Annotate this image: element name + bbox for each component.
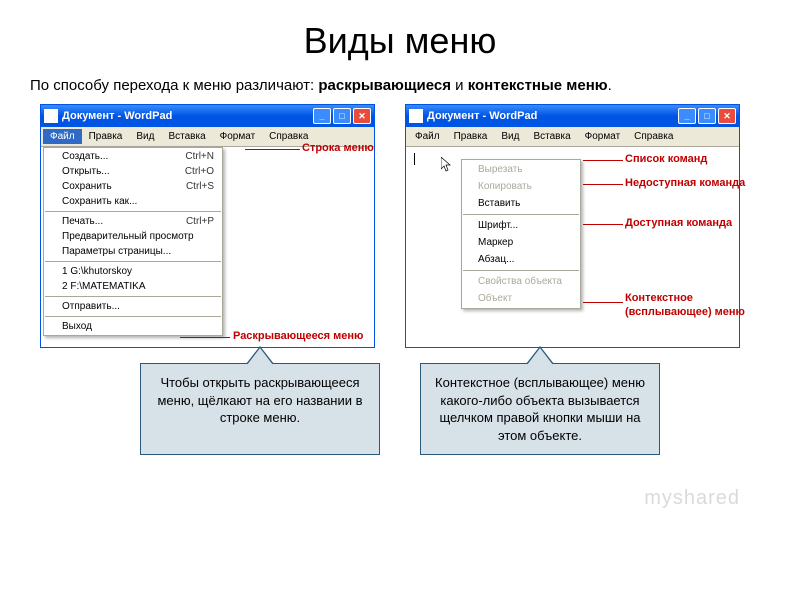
- window2-title: Документ - WordPad: [427, 110, 678, 122]
- dd-item-exit[interactable]: Выход: [44, 319, 222, 334]
- text-caret: [414, 153, 415, 165]
- window2-container: Документ - WordPad _ □ ✕ Файл Правка Вид…: [405, 104, 740, 348]
- callout-menubar: Строка меню: [302, 142, 374, 154]
- subtitle-bold1: раскрывающиеся: [318, 77, 451, 94]
- menubar-item-help[interactable]: Справка: [627, 129, 680, 144]
- callout-line-list: [583, 160, 623, 161]
- callout-line-disabled: [583, 184, 623, 185]
- dd-item-preview[interactable]: Предварительный просмотр: [44, 229, 222, 244]
- callout-disabled: Недоступная команда: [625, 177, 745, 189]
- window2-titlebar[interactable]: Документ - WordPad _ □ ✕: [406, 105, 739, 127]
- info-box-dropdown: Чтобы открыть раскрывающееся меню, щёлка…: [140, 363, 380, 455]
- dd-item-send[interactable]: Отправить...: [44, 299, 222, 314]
- ctx-item-obj-props: Свойства объекта: [462, 273, 580, 290]
- maximize-button[interactable]: □: [333, 108, 351, 124]
- menubar-item-edit[interactable]: Правка: [82, 129, 130, 144]
- window1-titlebar[interactable]: Документ - WordPad _ □ ✕: [41, 105, 374, 127]
- menubar-item-edit[interactable]: Правка: [447, 129, 495, 144]
- cursor-icon: [441, 157, 453, 173]
- info-boxes-row: Чтобы открыть раскрывающееся меню, щёлка…: [0, 348, 800, 455]
- file-dropdown: Создать...Ctrl+N Открыть...Ctrl+O Сохран…: [43, 147, 223, 336]
- window1: Документ - WordPad _ □ ✕ Файл Правка Вид…: [40, 104, 375, 348]
- subtitle-prefix: По способу перехода к меню различают:: [30, 77, 318, 94]
- dd-item-print[interactable]: Печать...Ctrl+P: [44, 214, 222, 229]
- dd-separator: [45, 211, 221, 212]
- subtitle-bold2: контекстные меню: [468, 77, 608, 94]
- callout-line-menubar: [245, 149, 300, 150]
- wordpad-icon: [409, 109, 423, 123]
- window2-controls: _ □ ✕: [678, 108, 736, 124]
- context-menu: Вырезать Копировать Вставить Шрифт... Ма…: [461, 159, 581, 309]
- dd-item-page-setup[interactable]: Параметры страницы...: [44, 244, 222, 259]
- wordpad-icon: [44, 109, 58, 123]
- callout-dropdown: Раскрывающееся меню: [233, 330, 363, 342]
- window1-title: Документ - WordPad: [62, 110, 313, 122]
- ctx-item-object: Объект: [462, 290, 580, 307]
- dd-item-save-as[interactable]: Сохранить как...: [44, 194, 222, 209]
- watermark: myshared: [644, 487, 740, 510]
- screenshots-row: Документ - WordPad _ □ ✕ Файл Правка Вид…: [0, 104, 800, 348]
- callout-ctx1: Контекстное: [625, 292, 693, 304]
- dd-item-open[interactable]: Открыть...Ctrl+O: [44, 164, 222, 179]
- dd-item-recent2[interactable]: 2 F:\MATEMATIKA: [44, 279, 222, 294]
- ctx-separator: [463, 270, 579, 271]
- dd-separator: [45, 296, 221, 297]
- menubar-item-view[interactable]: Вид: [494, 129, 526, 144]
- dd-item-save[interactable]: СохранитьCtrl+S: [44, 179, 222, 194]
- ctx-item-bullet[interactable]: Маркер: [462, 234, 580, 251]
- window1-container: Документ - WordPad _ □ ✕ Файл Правка Вид…: [40, 104, 375, 348]
- callout-enabled: Доступная команда: [625, 217, 732, 229]
- dd-separator: [45, 316, 221, 317]
- menubar-item-format[interactable]: Формат: [578, 129, 628, 144]
- ctx-item-cut: Вырезать: [462, 161, 580, 178]
- maximize-button[interactable]: □: [698, 108, 716, 124]
- callout-list: Список команд: [625, 153, 707, 165]
- dd-item-new[interactable]: Создать...Ctrl+N: [44, 149, 222, 164]
- close-button[interactable]: ✕: [353, 108, 371, 124]
- slide-subtitle: По способу перехода к меню различают: ра…: [0, 77, 800, 104]
- ctx-item-font[interactable]: Шрифт...: [462, 217, 580, 234]
- callout-ctx2: (всплывающее) меню: [625, 306, 745, 318]
- close-button[interactable]: ✕: [718, 108, 736, 124]
- window1-controls: _ □ ✕: [313, 108, 371, 124]
- menubar-item-view[interactable]: Вид: [129, 129, 161, 144]
- minimize-button[interactable]: _: [678, 108, 696, 124]
- subtitle-suffix: .: [608, 77, 612, 94]
- minimize-button[interactable]: _: [313, 108, 331, 124]
- menubar-item-insert[interactable]: Вставка: [526, 129, 577, 144]
- subtitle-mid: и: [451, 77, 468, 94]
- info-box-context: Контекстное (всплывающее) меню какого-ли…: [420, 363, 660, 455]
- ctx-item-copy: Копировать: [462, 178, 580, 195]
- slide-title: Виды меню: [0, 0, 800, 77]
- callout-line-dropdown: [180, 337, 230, 338]
- menubar-item-file[interactable]: Файл: [408, 129, 447, 144]
- dd-item-recent1[interactable]: 1 G:\khutorskoy: [44, 264, 222, 279]
- ctx-item-paste[interactable]: Вставить: [462, 195, 580, 212]
- ctx-separator: [463, 214, 579, 215]
- menubar-item-insert[interactable]: Вставка: [161, 129, 212, 144]
- callout-line-ctx: [583, 302, 623, 303]
- menubar-item-format[interactable]: Формат: [213, 129, 263, 144]
- window1-content: Создать...Ctrl+N Открыть...Ctrl+O Сохран…: [41, 147, 374, 347]
- menubar-item-file[interactable]: Файл: [43, 129, 82, 144]
- window2-menubar: Файл Правка Вид Вставка Формат Справка: [406, 127, 739, 147]
- callout-line-enabled: [583, 224, 623, 225]
- ctx-item-paragraph[interactable]: Абзац...: [462, 251, 580, 268]
- dd-separator: [45, 261, 221, 262]
